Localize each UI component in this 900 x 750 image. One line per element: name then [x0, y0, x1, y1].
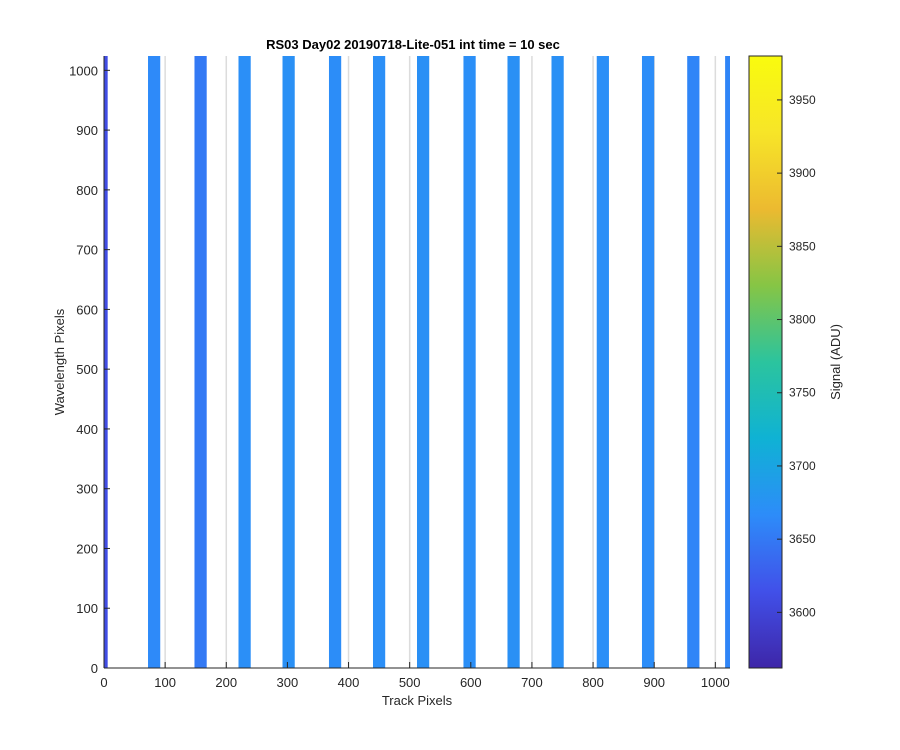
colorbar-tick-label: 3800: [789, 313, 816, 327]
y-tick-label: 1000: [69, 63, 98, 78]
heatmap-stripe: [507, 56, 520, 668]
colorbar-label: Signal (ADU): [828, 324, 843, 400]
heatmap-stripe: [463, 56, 476, 668]
colorbar-tick-label: 3750: [789, 386, 816, 400]
y-tick-label: 600: [76, 302, 98, 317]
heatmap-stripe: [641, 56, 655, 668]
colorbar-tick-label: 3650: [789, 532, 816, 546]
x-tick-label: 100: [154, 675, 176, 690]
x-axis-ticks: 0 100 200 300 400 500 600 700 800 900 1000: [100, 662, 730, 690]
y-tick-label: 200: [76, 541, 98, 556]
heatmap-stripe: [687, 56, 700, 668]
chart-title: RS03 Day02 20190718-Lite-051 int time = …: [266, 37, 560, 52]
y-tick-label: 0: [91, 661, 98, 676]
y-axis-label: Wavelength Pixels: [52, 308, 67, 415]
plot-area: 0 100 200 300 400 500 600 700 800 900 1000 0 100 200…: [69, 56, 730, 690]
x-tick-label: 700: [521, 675, 543, 690]
y-tick-label: 500: [76, 362, 98, 377]
heatmap-stripe: [596, 56, 609, 668]
heatmap-stripe: [551, 56, 564, 668]
x-tick-label: 400: [338, 675, 360, 690]
heatmap-stripe: [417, 56, 430, 668]
heatmap-stripe: [725, 56, 730, 668]
y-tick-label: 900: [76, 123, 98, 138]
heatmap-stripe: [148, 56, 161, 668]
colorbar-ticks: 3600 3650 3700 3750 3800 3850 3900 3950: [777, 93, 816, 619]
colorbar-tick-label: 3700: [789, 459, 816, 473]
axis-lines: [103, 56, 730, 669]
colorbar-tick-label: 3600: [789, 605, 816, 619]
x-tick-label: 800: [582, 675, 604, 690]
x-tick-label: 1000: [701, 675, 730, 690]
y-tick-label: 100: [76, 601, 98, 616]
y-axis-ticks: 0 100 200 300 400 500 600 700 800 900 1000: [69, 63, 110, 676]
colorbar-tick-label: 3850: [789, 239, 816, 253]
x-tick-label: 0: [100, 675, 107, 690]
y-tick-label: 300: [76, 482, 98, 497]
heatmap-stripe: [238, 56, 251, 668]
heatmap-stripe: [328, 56, 342, 668]
x-tick-label: 200: [215, 675, 237, 690]
colorbar-tick-label: 3950: [789, 93, 816, 107]
heatmap-stripe: [104, 56, 108, 668]
x-tick-label: 900: [643, 675, 665, 690]
colorbar: 3600 3650 3700 3750 3800 3850 3900 3950: [748, 55, 816, 669]
heatmap-stripe: [282, 56, 295, 668]
colorbar-tick-label: 3900: [789, 166, 816, 180]
heatmap-stripe: [194, 56, 207, 668]
y-tick-label: 700: [76, 243, 98, 258]
heatmap-stripe: [372, 56, 386, 668]
heatmap-stripes: [104, 56, 730, 668]
x-axis-label: Track Pixels: [382, 693, 453, 708]
x-tick-label: 300: [277, 675, 299, 690]
x-tick-label: 600: [460, 675, 482, 690]
x-tick-label: 500: [399, 675, 421, 690]
y-tick-label: 400: [76, 422, 98, 437]
colorbar-gradient: [748, 55, 783, 669]
y-tick-label: 800: [76, 183, 98, 198]
